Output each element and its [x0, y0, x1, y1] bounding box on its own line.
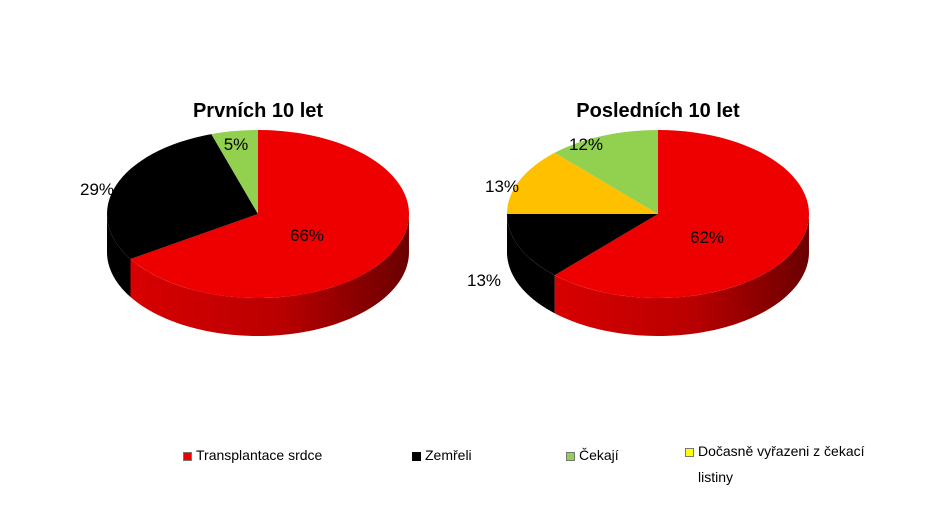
- legend-item-transplant: Transplantace srdce: [183, 447, 322, 468]
- pie-side-zem-eli: [107, 214, 131, 298]
- legend-swatch: [566, 452, 575, 461]
- legend-item-excluded: Dočasně vyřazeni z čekací listiny: [685, 442, 885, 490]
- legend-swatch: [685, 448, 694, 457]
- data-label-first-waiting: 5%: [224, 135, 249, 154]
- pie-slice-zem-eli: [107, 134, 258, 260]
- data-label-last-transplant: 62%: [690, 228, 724, 247]
- pie-slice-transplantace-srdce: [130, 130, 410, 299]
- legend-swatch: [412, 452, 421, 461]
- data-label-last-died: 13%: [467, 271, 501, 290]
- legend-item-died: Zemřeli: [412, 447, 472, 468]
- pie-slice--ekaj-: [554, 130, 658, 214]
- legend-label: Zemřeli: [425, 447, 472, 463]
- data-label-first-transplant: 66%: [290, 226, 324, 245]
- legend-label: Dočasně vyřazeni z čekací listiny: [698, 443, 865, 485]
- data-label-last-waiting: 12%: [569, 135, 603, 154]
- pie-slice--ekaj-: [211, 130, 258, 214]
- legend-item-waiting: Čekají: [566, 447, 619, 468]
- legend-label: Čekají: [579, 447, 619, 463]
- chart-title-first: Prvních 10 let: [193, 100, 323, 122]
- data-label-last-excluded: 13%: [485, 177, 519, 196]
- data-label-first-died: 29%: [80, 180, 114, 199]
- pie-side-transplantace-srdce: [130, 215, 409, 336]
- pie-side-transplantace-srdce: [554, 215, 809, 336]
- pie-slice-transplantace-srdce: [554, 130, 810, 298]
- pie-chart-last: [507, 130, 810, 336]
- pie-side-zem-eli: [507, 214, 555, 314]
- legend-label: Transplantace srdce: [196, 447, 323, 463]
- pie-slice-do-asn-vy-azeni-z-ekac-listiny: [507, 152, 658, 214]
- legend: Transplantace srdce Zemřeli Čekají Dočas…: [0, 440, 936, 520]
- legend-swatch: [183, 452, 192, 461]
- chart-title-last: Posledních 10 let: [576, 100, 740, 122]
- pie-slice-zem-eli: [507, 214, 658, 276]
- pie-chart-first: [107, 130, 410, 336]
